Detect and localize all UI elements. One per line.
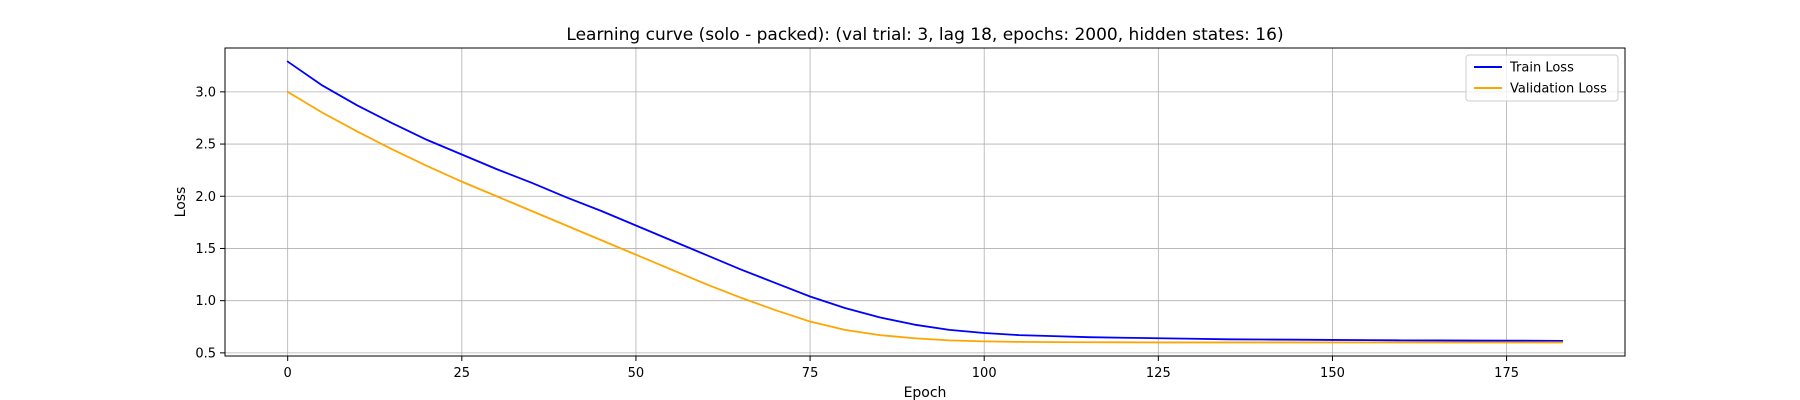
grid (225, 48, 1625, 356)
plot-frame (224, 47, 1626, 357)
y-tick-label: 1.0 (195, 294, 216, 309)
x-tick-label: 25 (454, 366, 471, 381)
series-line-train-loss (286, 60, 1564, 342)
legend: Train Loss Validation Loss (1465, 54, 1619, 102)
x-tick-label: 75 (802, 366, 819, 381)
y-tick-label: 2.0 (195, 190, 216, 205)
ticks: 0 25 50 75 100 125 150 175 0.5 1.0 1.5 2.0 2.5 3.0 (195, 85, 1519, 381)
y-tick-label: 1.5 (195, 242, 216, 257)
x-tick-label: 100 (972, 366, 997, 381)
y-tick-label: 2.5 (195, 138, 216, 153)
chart-title: Learning curve (solo - packed): (val tri… (566, 25, 1283, 45)
legend-label-train-loss: Train Loss (1509, 61, 1574, 76)
x-tick-label: 0 (284, 366, 292, 381)
series-lines (286, 60, 1564, 344)
legend-box (1465, 54, 1619, 102)
x-tick-label: 175 (1494, 366, 1519, 381)
y-tick-label: 0.5 (195, 346, 216, 361)
y-tick-label: 3.0 (195, 85, 216, 100)
x-tick-label: 150 (1320, 366, 1345, 381)
y-axis-label: Loss (173, 187, 189, 218)
x-tick-label: 50 (628, 366, 645, 381)
x-axis-label: Epoch (904, 385, 947, 400)
x-tick-label: 125 (1146, 366, 1171, 381)
legend-label-validation-loss: Validation Loss (1510, 82, 1607, 97)
series-line-validation-loss (286, 90, 1564, 344)
